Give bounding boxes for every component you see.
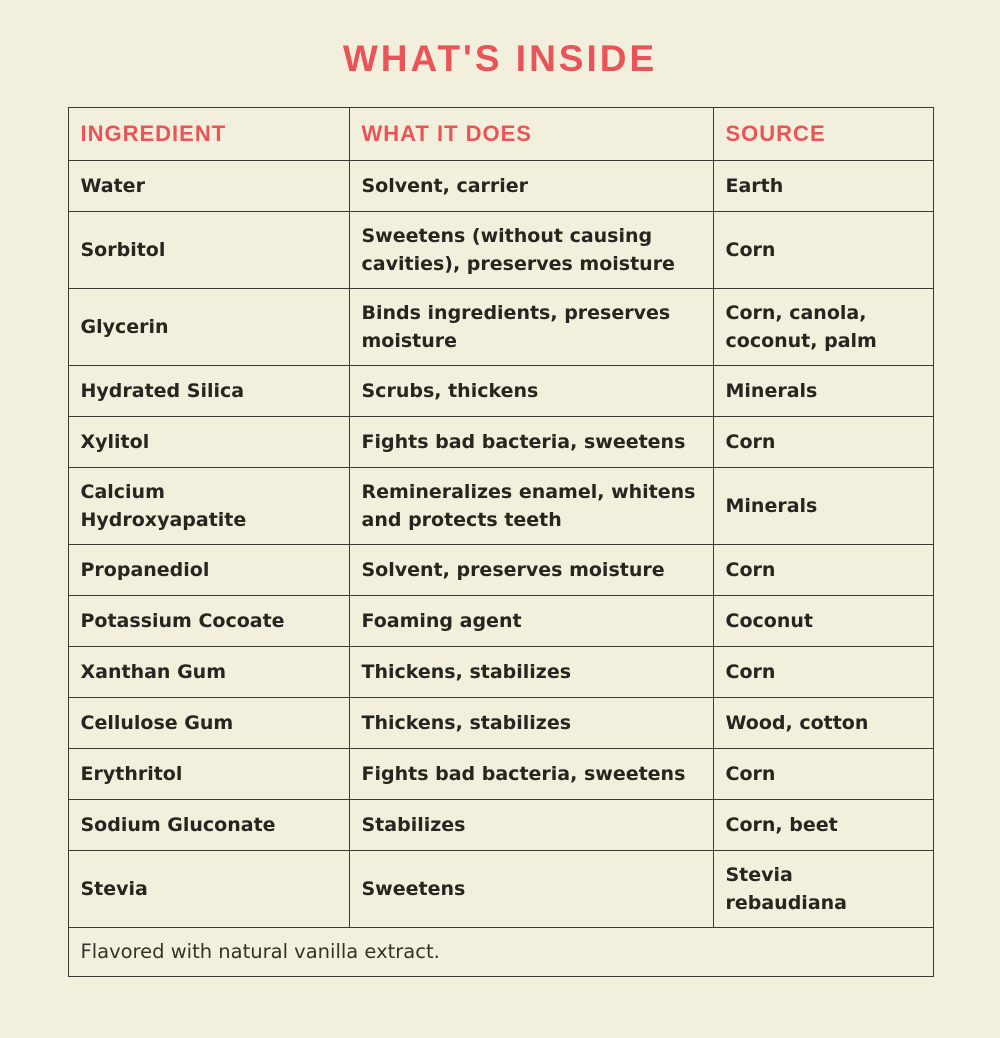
table-row: Xanthan Gum Thickens, stabilizes Corn <box>67 646 934 698</box>
table-row: Erythritol Fights bad bacteria, sweetens C… <box>67 748 934 800</box>
source-cell: Minerals <box>712 365 934 417</box>
ingredient-cell: Xanthan Gum <box>67 646 350 698</box>
table-footer-row: Flavored with natural vanilla extract. <box>67 927 934 977</box>
what-it-does-cell: Thickens, stabilizes <box>348 646 714 698</box>
what-it-does-cell: Binds ingredients, preserves moisture <box>348 288 714 366</box>
source-cell: Corn, beet <box>712 799 934 851</box>
table-row: Sodium Gluconate Stabilizes Corn, beet <box>67 799 934 851</box>
what-it-does-cell: Thickens, stabilizes <box>348 697 714 749</box>
what-it-does-cell: Foaming agent <box>348 595 714 647</box>
table-row: Hydrated Silica Scrubs, thickens Minerals <box>67 365 934 417</box>
source-cell: Coconut <box>712 595 934 647</box>
source-cell: Earth <box>712 160 934 212</box>
source-cell: Corn <box>712 748 934 800</box>
source-cell: Stevia rebaudiana <box>712 850 934 928</box>
what-it-does-cell: Solvent, carrier <box>348 160 714 212</box>
table-header-row: INGREDIENT WHAT IT DOES SOURCE <box>67 107 934 161</box>
what-it-does-cell: Sweetens (without causing cavities), pre… <box>348 211 714 289</box>
what-it-does-cell: Fights bad bacteria, sweetens <box>348 416 714 468</box>
footer-note: Flavored with natural vanilla extract. <box>67 927 934 977</box>
what-it-does-cell: Remineralizes enamel, whitens and protec… <box>348 467 714 545</box>
header-what-it-does: WHAT IT DOES <box>348 107 714 161</box>
ingredient-cell: Sorbitol <box>67 211 350 289</box>
source-cell: Corn, canola, coconut, palm <box>712 288 934 366</box>
source-cell: Wood, cotton <box>712 697 934 749</box>
table-row: Glycerin Binds ingredients, preserves moi… <box>67 288 934 366</box>
ingredients-table: INGREDIENT WHAT IT DOES SOURCE Water Solv… <box>67 107 934 977</box>
ingredient-cell: Hydrated Silica <box>67 365 350 417</box>
table-row: Cellulose Gum Thickens, stabilizes Wood, c… <box>67 697 934 749</box>
header-ingredient: INGREDIENT <box>67 107 350 161</box>
ingredient-cell: Sodium Gluconate <box>67 799 350 851</box>
ingredient-cell: Potassium Cocoate <box>67 595 350 647</box>
ingredient-cell: Stevia <box>67 850 350 928</box>
table-row: Water Solvent, carrier Earth <box>67 160 934 212</box>
page-title: WHAT'S INSIDE <box>342 38 658 79</box>
source-cell: Corn <box>712 646 934 698</box>
what-it-does-cell: Scrubs, thickens <box>348 365 714 417</box>
ingredient-cell: Glycerin <box>67 288 350 366</box>
table-row: Sorbitol Sweetens (without causing caviti… <box>67 211 934 289</box>
ingredient-cell: Water <box>67 160 350 212</box>
source-cell: Corn <box>712 211 934 289</box>
ingredient-cell: Propanediol <box>67 544 350 596</box>
ingredient-cell: Xylitol <box>67 416 350 468</box>
table-row: Propanediol Solvent, preserves moisture Co… <box>67 544 934 596</box>
table-row: Potassium Cocoate Foaming agent Coconut <box>67 595 934 647</box>
what-it-does-cell: Fights bad bacteria, sweetens <box>348 748 714 800</box>
ingredient-cell: Erythritol <box>67 748 350 800</box>
header-source: SOURCE <box>712 107 934 161</box>
ingredients-table-container: INGREDIENT WHAT IT DOES SOURCE Water Solv… <box>67 107 934 977</box>
what-it-does-cell: Sweetens <box>348 850 714 928</box>
source-cell: Corn <box>712 416 934 468</box>
ingredient-cell: Cellulose Gum <box>67 697 350 749</box>
what-it-does-cell: Stabilizes <box>348 799 714 851</box>
table-row: Stevia Sweetens Stevia rebaudiana <box>67 850 934 928</box>
source-cell: Corn <box>712 544 934 596</box>
table-row: Xylitol Fights bad bacteria, sweetens Corn <box>67 416 934 468</box>
what-it-does-cell: Solvent, preserves moisture <box>348 544 714 596</box>
table-row: Calcium Hydroxyapatite Remineralizes enam… <box>67 467 934 545</box>
source-cell: Minerals <box>712 467 934 545</box>
ingredient-cell: Calcium Hydroxyapatite <box>67 467 350 545</box>
